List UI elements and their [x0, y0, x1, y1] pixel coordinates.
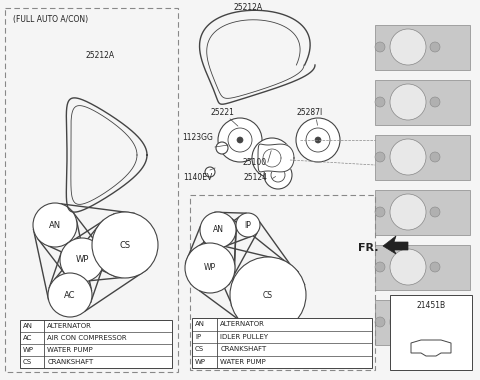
Text: AC: AC [64, 290, 76, 299]
Polygon shape [258, 144, 294, 172]
Circle shape [236, 213, 260, 237]
Text: ALTERNATOR: ALTERNATOR [48, 323, 92, 329]
Text: IDLER PULLEY: IDLER PULLEY [220, 334, 268, 340]
Circle shape [390, 304, 426, 340]
Circle shape [60, 238, 104, 282]
Circle shape [430, 317, 440, 327]
Polygon shape [383, 236, 408, 254]
Circle shape [375, 42, 385, 52]
Circle shape [390, 249, 426, 285]
Text: AN: AN [23, 323, 33, 329]
Circle shape [237, 137, 243, 143]
Text: FR.: FR. [358, 243, 379, 253]
Text: 1140EV: 1140EV [183, 173, 213, 182]
Circle shape [375, 152, 385, 162]
Circle shape [216, 142, 228, 154]
Text: ALTERNATOR: ALTERNATOR [220, 321, 265, 327]
Circle shape [375, 317, 385, 327]
Bar [390, 295, 472, 370]
Text: WP: WP [75, 255, 89, 264]
Circle shape [430, 262, 440, 272]
Circle shape [430, 152, 440, 162]
Circle shape [296, 118, 340, 162]
Circle shape [430, 42, 440, 52]
Text: IP: IP [245, 220, 252, 230]
Text: WP: WP [23, 347, 34, 353]
Text: AIR CON COMPRESSOR: AIR CON COMPRESSOR [48, 335, 127, 341]
Circle shape [375, 262, 385, 272]
Text: (FULL AUTO A/CON): (FULL AUTO A/CON) [13, 15, 88, 24]
Text: AN: AN [49, 220, 61, 230]
Text: WP: WP [195, 359, 206, 365]
Text: IP: IP [195, 334, 201, 340]
Circle shape [185, 243, 235, 293]
Circle shape [262, 148, 282, 168]
Text: CS: CS [23, 359, 32, 365]
Circle shape [390, 194, 426, 230]
Bar [375, 25, 470, 70]
Bar [20, 320, 172, 368]
Text: 25124: 25124 [243, 173, 267, 182]
Text: CS: CS [263, 290, 273, 299]
Text: 25100: 25100 [243, 158, 267, 167]
Text: 25212A: 25212A [233, 3, 263, 12]
Circle shape [92, 212, 158, 278]
Circle shape [390, 84, 426, 120]
Bar [375, 190, 470, 235]
Text: CS: CS [195, 346, 204, 352]
Circle shape [228, 128, 252, 152]
Bar [375, 80, 470, 125]
Bar [190, 195, 375, 370]
Text: 25221: 25221 [210, 108, 234, 117]
Bar [375, 245, 470, 290]
Circle shape [271, 168, 285, 182]
Text: WATER PUMP: WATER PUMP [220, 359, 266, 365]
Circle shape [252, 138, 292, 178]
Text: AC: AC [23, 335, 32, 341]
Text: AN: AN [195, 321, 205, 327]
Bar [192, 318, 372, 368]
Polygon shape [411, 340, 451, 356]
Circle shape [230, 257, 306, 333]
Circle shape [375, 97, 385, 107]
Text: WATER PUMP: WATER PUMP [48, 347, 93, 353]
Circle shape [375, 207, 385, 217]
Circle shape [205, 167, 215, 177]
Circle shape [33, 203, 77, 247]
Bar [5, 8, 178, 372]
Text: 1123GG: 1123GG [182, 133, 214, 142]
Circle shape [315, 137, 321, 143]
Bar [476, 20, 480, 375]
Text: WP: WP [204, 263, 216, 272]
Bar [375, 135, 470, 180]
Text: 25287I: 25287I [297, 108, 323, 117]
Text: AN: AN [213, 225, 224, 234]
Circle shape [390, 29, 426, 65]
Circle shape [264, 161, 292, 189]
Circle shape [390, 139, 426, 175]
Circle shape [200, 212, 236, 248]
Text: 25212A: 25212A [85, 51, 115, 60]
Circle shape [430, 207, 440, 217]
Circle shape [48, 273, 92, 317]
Circle shape [218, 118, 262, 162]
Circle shape [430, 97, 440, 107]
Text: CRANKSHAFT: CRANKSHAFT [220, 346, 266, 352]
Text: 21451B: 21451B [417, 301, 445, 309]
Text: CRANKSHAFT: CRANKSHAFT [48, 359, 94, 365]
Text: CS: CS [120, 241, 131, 250]
Bar [375, 300, 470, 345]
Circle shape [306, 128, 330, 152]
